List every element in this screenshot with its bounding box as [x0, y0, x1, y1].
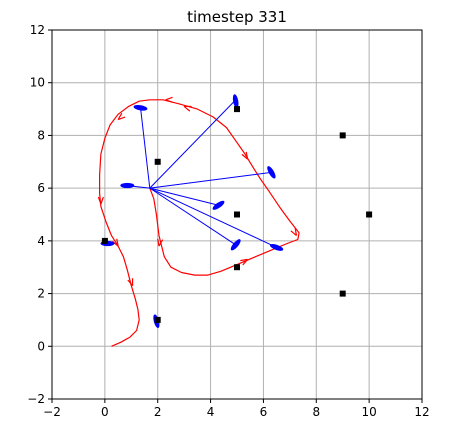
agent-marker — [212, 200, 225, 210]
x-tick-label: 2 — [154, 405, 162, 419]
x-tick-label: 4 — [207, 405, 215, 419]
link-line — [149, 187, 219, 206]
grid-layer — [51, 29, 423, 400]
agent-marker — [269, 243, 284, 251]
trajectory-arrowhead — [97, 196, 104, 205]
landmark-marker — [101, 237, 108, 244]
x-tick-label: 10 — [362, 405, 377, 419]
trajectory-arrowhead — [290, 228, 298, 237]
link-line — [140, 107, 151, 189]
trajectory-arrowhead — [127, 278, 134, 287]
agent-marker — [267, 166, 276, 179]
x-tick-label: 0 — [101, 405, 109, 419]
agent-layer — [100, 94, 284, 328]
landmark-layer — [101, 106, 373, 323]
y-tick-label: 0 — [37, 339, 45, 353]
trajectory-arrowhead — [165, 96, 173, 103]
y-tick-label: 8 — [37, 128, 45, 142]
landmark-marker — [154, 316, 161, 323]
landmark-marker — [339, 132, 346, 139]
axes-frame — [51, 29, 423, 400]
x-tick-label: −2 — [43, 405, 61, 419]
agent-marker — [120, 182, 135, 189]
trajectory-arrowhead — [240, 258, 249, 266]
chart-title: timestep 331 — [187, 8, 287, 26]
trajectory-arrowhead — [117, 112, 126, 121]
x-tick-label: 12 — [414, 405, 429, 419]
agent-marker — [232, 94, 239, 109]
agent-marker — [133, 104, 148, 111]
tick-layer: −2 0 2 4 6 8 10 12 −2 0 2 4 6 8 10 12 — [27, 23, 429, 419]
landmark-marker — [234, 211, 240, 218]
link-line — [149, 171, 272, 189]
landmark-marker — [366, 211, 373, 218]
agent-marker — [230, 239, 241, 251]
trajectory-arrowhead — [183, 105, 192, 112]
y-tick-label: 2 — [37, 287, 45, 301]
link-line — [149, 187, 236, 246]
landmark-marker — [154, 158, 161, 165]
landmark-marker — [339, 290, 346, 297]
x-tick-label: 6 — [260, 405, 268, 419]
y-tick-label: 10 — [30, 76, 45, 90]
y-tick-label: 6 — [37, 181, 45, 195]
x-tick-label: 8 — [312, 405, 320, 419]
trajectory-arrowhead — [241, 151, 249, 160]
link-line — [149, 99, 237, 189]
trajectory-arrowhead — [157, 238, 164, 247]
landmark-marker — [234, 264, 240, 271]
trajectory-path — [98, 99, 300, 347]
landmark-marker — [234, 106, 240, 113]
y-tick-label: 4 — [37, 234, 45, 248]
y-tick-label: 12 — [30, 23, 45, 37]
link-line — [149, 187, 277, 248]
trajectory-layer — [97, 96, 300, 347]
y-tick-label: −2 — [27, 392, 45, 406]
